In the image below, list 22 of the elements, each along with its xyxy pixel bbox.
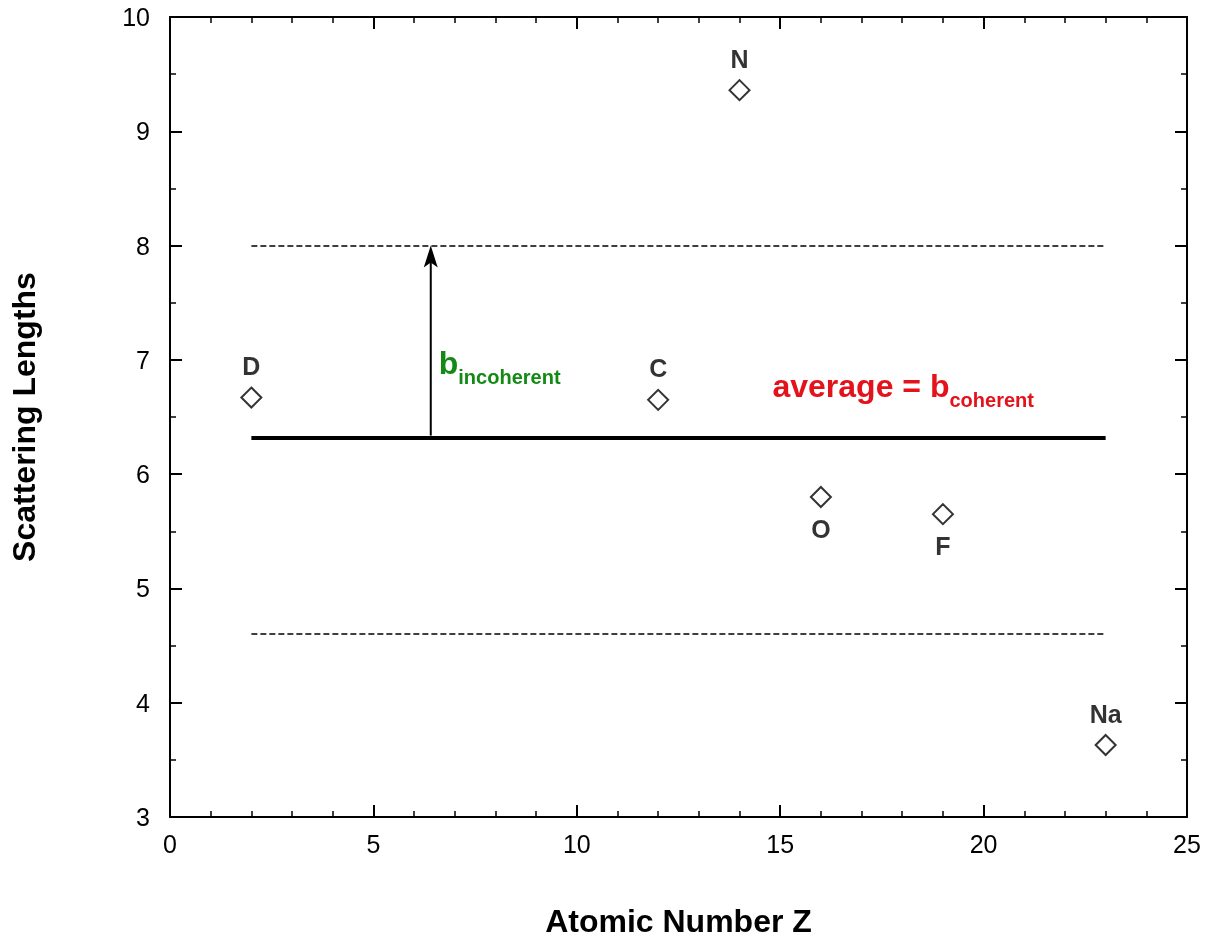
x-axis-title: Atomic Number Z: [545, 903, 812, 939]
x-tick-label: 0: [163, 829, 177, 858]
y-tick-label: 8: [136, 231, 150, 260]
x-tick-label: 10: [562, 829, 591, 858]
x-tick-label: 25: [1173, 829, 1201, 858]
y-tick-label: 6: [136, 460, 150, 489]
data-label: N: [730, 44, 749, 73]
data-label: F: [935, 531, 951, 560]
x-tick-label: 15: [766, 829, 795, 858]
y-axis-title: Scattering Lengths: [6, 272, 42, 562]
y-tick-label: 9: [136, 117, 150, 146]
y-tick-label: 3: [136, 803, 150, 831]
x-tick-label: 5: [366, 829, 381, 858]
y-tick-label: 10: [122, 3, 150, 31]
x-tick-label: 20: [969, 829, 998, 858]
y-tick-label: 7: [136, 345, 150, 374]
data-label: C: [649, 354, 668, 383]
data-label: D: [242, 352, 261, 381]
data-label: Na: [1089, 699, 1123, 728]
y-tick-label: 4: [136, 688, 151, 717]
y-tick-label: 5: [136, 574, 150, 603]
data-label: O: [811, 514, 831, 543]
